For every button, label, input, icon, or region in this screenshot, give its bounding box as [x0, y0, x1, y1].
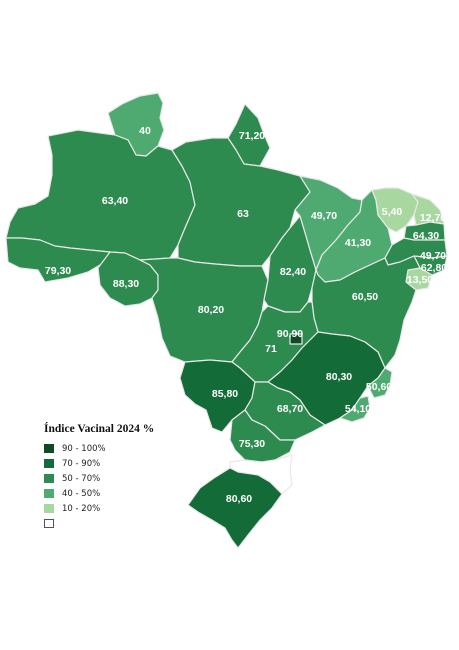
state-value-label-pr: 75,30 [239, 438, 265, 450]
state-value-label-ro: 88,30 [113, 278, 139, 290]
state-value-label-ma: 49,70 [311, 210, 337, 222]
state-value-label-ap: 71,20 [239, 130, 265, 142]
legend-label: 40 - 50% [62, 488, 101, 499]
state-value-label-pi: 41,30 [345, 237, 371, 249]
state-pr [229, 409, 296, 463]
state-value-labels: 40 71,20 63,40 63 79,30 88,30 80,20 82,40 49,70 4… [45, 125, 447, 505]
state-es [367, 367, 393, 399]
state-value-label-am: 63,40 [102, 195, 128, 207]
state-value-label-es: 50,60 [366, 381, 392, 393]
legend-title: Índice Vacinal 2024 % [44, 423, 155, 435]
state-value-label-sp: 68,70 [277, 403, 303, 415]
state-value-label-pe: 49,70 [420, 250, 446, 262]
state-value-label-rs: 80,60 [226, 493, 252, 505]
state-value-label-ce: 5,40 [382, 206, 403, 218]
state-value-label-mt: 80,20 [198, 304, 224, 316]
state-value-label-rn: 12,70 [420, 212, 446, 224]
state-value-label-df: 90,90 [277, 328, 303, 340]
state-value-label-mg: 80,30 [326, 371, 352, 383]
state-value-label-pa: 63 [237, 208, 249, 220]
legend-label: 50 - 70% [62, 473, 101, 484]
state-value-label-ba: 60,50 [352, 291, 378, 303]
legend-item [44, 516, 194, 531]
state-rj [339, 395, 371, 423]
legend-swatch [44, 474, 54, 483]
state-value-label-rj: 54,10 [345, 403, 371, 415]
legend-rows: 90 - 100% 70 - 90% 50 - 70% 40 - 50% 10 - 20… [44, 441, 194, 531]
state-shapes [5, 92, 448, 549]
legend-item: 10 - 20% [44, 501, 194, 516]
legend-swatch [44, 489, 54, 498]
legend-swatch [44, 459, 54, 468]
legend: Índice Vacinal 2024 % 90 - 100% 70 - 90% 5… [44, 423, 194, 538]
legend-item: 50 - 70% [44, 471, 194, 486]
legend-swatch [44, 519, 54, 528]
state-df [289, 333, 303, 345]
state-value-label-al: 62,80 [421, 262, 447, 274]
state-value-label-ac: 79,30 [45, 265, 71, 277]
state-value-label-pb: 64,30 [413, 230, 439, 242]
legend-item: 90 - 100% [44, 441, 194, 456]
legend-swatch [44, 444, 54, 453]
state-value-label-se: 13,50 [407, 274, 433, 286]
state-value-label-to: 82,40 [280, 266, 306, 278]
state-rs [187, 467, 283, 549]
legend-item: 40 - 50% [44, 486, 194, 501]
legend-label: 10 - 20% [62, 503, 101, 514]
state-value-label-rr: 40 [139, 125, 151, 137]
legend-swatch [44, 504, 54, 513]
state-ce [371, 187, 419, 233]
state-value-label-go: 71 [265, 343, 277, 355]
state-value-label-ms: 85,80 [212, 388, 238, 400]
legend-item: 70 - 90% [44, 456, 194, 471]
legend-label: 70 - 90% [62, 458, 101, 469]
legend-label: 90 - 100% [62, 443, 106, 454]
